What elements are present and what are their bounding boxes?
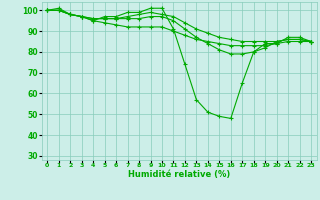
X-axis label: Humidité relative (%): Humidité relative (%) bbox=[128, 170, 230, 179]
